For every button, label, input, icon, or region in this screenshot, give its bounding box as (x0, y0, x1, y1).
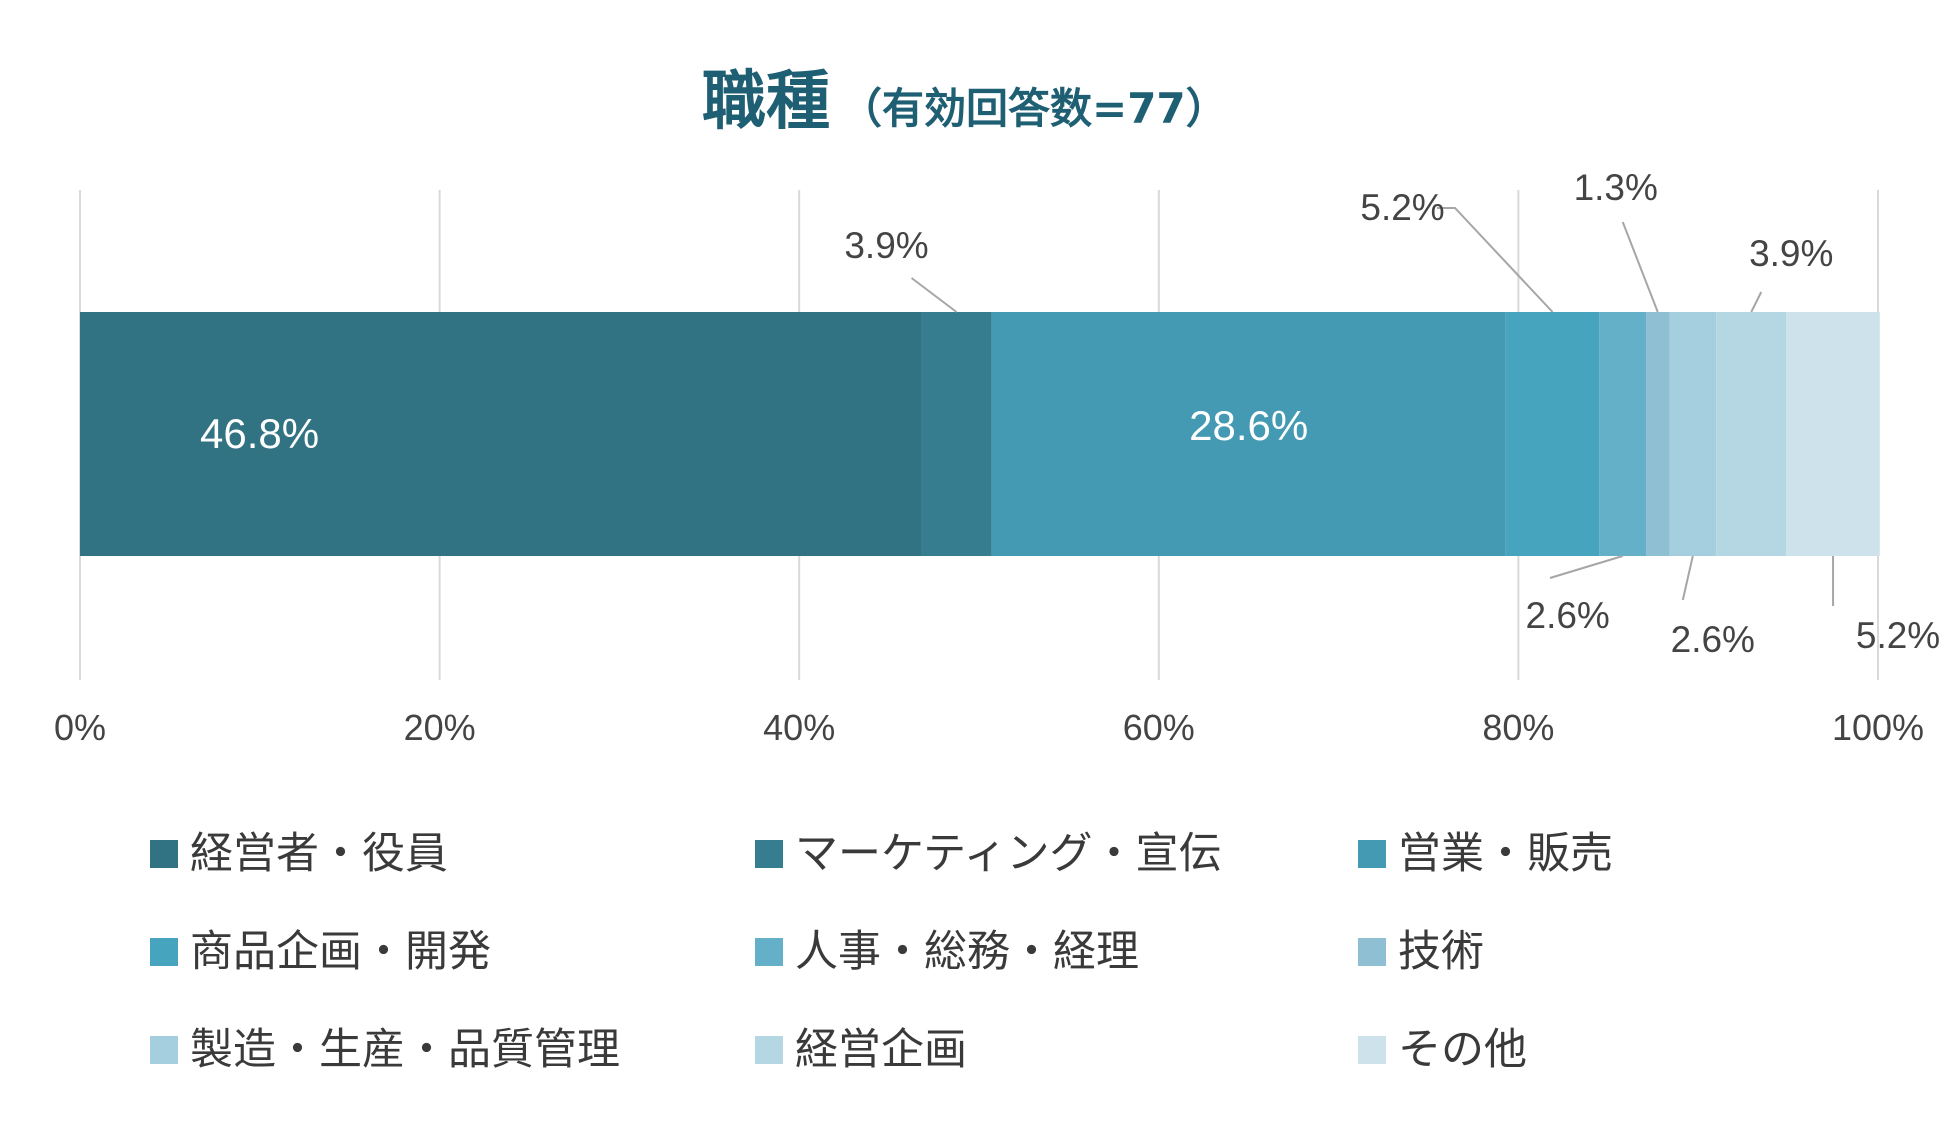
legend-label-9: その他 (1398, 1025, 1527, 1075)
bar-segment-5 (1599, 312, 1647, 556)
data-label-9: 5.2% (1856, 615, 1940, 656)
data-label-5: 2.6% (1526, 595, 1610, 636)
legend-item-4: 商品企画・開発 (150, 927, 491, 977)
bar-segment-3 (991, 312, 1506, 556)
legend-label-4: 商品企画・開発 (190, 927, 491, 977)
data-labels: 46.8% 3.9% 28.6% 5.2% 2.6% 1.3% 2.6% 3.9% 5.2% (200, 167, 1940, 660)
legend-swatch-3 (1358, 840, 1386, 868)
bar-segment-7 (1669, 312, 1717, 556)
data-label-6: 1.3% (1574, 167, 1658, 208)
chart-title: 職種 (702, 65, 830, 139)
legend-item-1: 経営者・役員 (150, 829, 448, 879)
leader-line-7 (1681, 555, 1694, 601)
legend-label-2: マーケティング・宣伝 (795, 829, 1222, 879)
legend-label-8: 経営企画 (795, 1025, 967, 1075)
bar-segment-2 (921, 312, 992, 556)
data-label-7: 2.6% (1671, 619, 1755, 660)
legend-item-7: 製造・生産・品質管理 (150, 1025, 620, 1075)
stacked-bar (80, 312, 1880, 556)
bar-segment-4 (1505, 312, 1600, 556)
tick-label-60: 60% (1123, 707, 1195, 748)
tick-label-80: 80% (1482, 707, 1554, 748)
x-axis-ticks: 0% 20% 40% 60% 80% 100% (54, 707, 1924, 748)
legend-label-3: 営業・販売 (1398, 829, 1613, 879)
legend-item-2: マーケティング・宣伝 (755, 829, 1222, 879)
legend-item-9: その他 (1358, 1025, 1527, 1075)
leader-lines (910, 207, 1835, 606)
tick-label-100: 100% (1832, 707, 1924, 748)
legend-swatch-7 (150, 1036, 178, 1064)
tick-label-0: 0% (54, 707, 106, 748)
bar-segment-8 (1716, 312, 1787, 556)
data-label-1: 46.8% (200, 410, 319, 457)
legend-item-3: 営業・販売 (1358, 829, 1613, 879)
legend-swatch-5 (755, 938, 783, 966)
leader-line-2 (910, 277, 958, 313)
chart-subtitle: （有効回答数=77） (840, 84, 1228, 133)
leader-line-4 (1437, 207, 1554, 313)
data-label-2: 3.9% (844, 225, 928, 266)
legend-item-5: 人事・総務・経理 (755, 927, 1139, 977)
leader-line-8 (1750, 291, 1763, 313)
leader-line-5 (1549, 555, 1623, 579)
legend-label-6: 技術 (1398, 927, 1484, 977)
legend-label-7: 製造・生産・品質管理 (190, 1025, 620, 1075)
legend-swatch-4 (150, 938, 178, 966)
legend-swatch-6 (1358, 938, 1386, 966)
bar-segment-9 (1786, 312, 1880, 556)
leader-line-6 (1621, 221, 1659, 313)
data-label-8: 3.9% (1749, 233, 1833, 274)
legend-swatch-9 (1358, 1036, 1386, 1064)
tick-label-40: 40% (763, 707, 835, 748)
data-label-4: 5.2% (1360, 187, 1444, 228)
legend-swatch-1 (150, 840, 178, 868)
legend-item-8: 経営企画 (755, 1025, 967, 1075)
legend-label-5: 人事・総務・経理 (795, 927, 1139, 977)
legend-swatch-2 (755, 840, 783, 868)
bar-segment-6 (1646, 312, 1670, 556)
legend-swatch-8 (755, 1036, 783, 1064)
tick-label-20: 20% (404, 707, 476, 748)
legend-label-1: 経営者・役員 (190, 829, 448, 879)
legend-item-6: 技術 (1358, 927, 1484, 977)
data-label-3: 28.6% (1189, 402, 1308, 449)
bar-segment-1 (80, 312, 922, 556)
